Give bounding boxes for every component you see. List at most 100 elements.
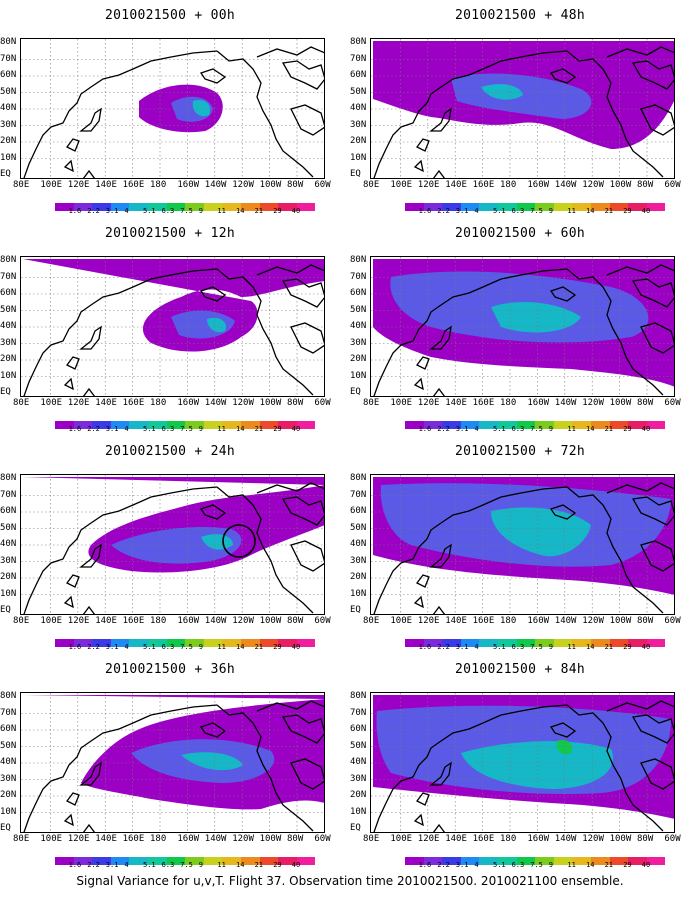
coastline: [66, 356, 80, 370]
longitude-label: 100E: [390, 834, 413, 844]
coastline: [416, 138, 430, 152]
latitude-label: 70N: [350, 489, 367, 500]
latitude-label: 70N: [0, 53, 17, 64]
colorbar-label: 21: [254, 861, 264, 869]
colorbar-label: 9: [198, 861, 204, 869]
colorbar-label: 21: [604, 861, 614, 869]
longitude-label: 100W: [259, 834, 282, 844]
longitude-label: 120W: [232, 616, 254, 626]
longitude-label: 60W: [664, 834, 681, 844]
colorbar-label: 3.1: [455, 861, 469, 869]
longitude-label: 160E: [472, 398, 495, 408]
coastline: [416, 356, 430, 370]
panel-title: 2010021500 + 00h: [104, 8, 236, 23]
longitude-label: 100W: [609, 834, 632, 844]
latitude-label: 40N: [0, 757, 17, 767]
latitude-label: 80N: [0, 37, 17, 47]
colorbar-swatch: [609, 421, 629, 429]
colorbar-swatch: [460, 421, 480, 429]
colorbar-swatch: [203, 203, 223, 211]
longitude-label: 100W: [609, 616, 632, 626]
colorbar-label: 40: [291, 643, 301, 651]
colorbar-swatch: [646, 857, 666, 865]
colorbar-swatch: [259, 421, 279, 429]
longitude-label: 180: [150, 834, 167, 844]
coastline: [549, 504, 577, 520]
colorbar-label: 3.1: [455, 425, 469, 433]
longitude-label: 100E: [390, 398, 413, 408]
shaded-contour: [201, 534, 233, 550]
latitude-label: 80N: [0, 473, 17, 483]
map-plot-area: [20, 692, 325, 833]
colorbar-swatch: [553, 639, 573, 647]
map-panel: 2010021500 + 12h 80N 70N 60N 50N 40N 30N 20N 10N…: [0, 218, 340, 433]
colorbar-swatch: [240, 203, 260, 211]
map-plot-area: [20, 38, 325, 179]
colorbar-swatch: [442, 203, 461, 211]
colorbar-label: 11: [217, 207, 226, 215]
colorbar-swatch: [609, 639, 629, 647]
longitude-label: 120W: [232, 834, 254, 844]
latitude-label: EQ: [0, 605, 11, 615]
colorbar-swatch: [222, 421, 241, 429]
latitude-label: 20N: [350, 790, 367, 800]
colorbar-swatch: [185, 857, 204, 865]
colorbar-swatch: [73, 857, 93, 865]
colorbar-label: 21: [254, 425, 264, 433]
latitude-label: 40N: [350, 539, 367, 549]
longitude-label: 120E: [67, 616, 90, 626]
shaded-contour: [556, 739, 573, 755]
colorbar-label: 14: [586, 425, 595, 433]
map-panel: 2010021500 + 00h 80N 70N 60N 50N 40N 30N 20N 10N…: [0, 0, 340, 215]
colorbar-label: 2.2: [437, 425, 450, 433]
latitude-label: EQ: [350, 387, 361, 397]
latitude-label: 80N: [350, 255, 367, 265]
colorbar-swatch: [296, 421, 316, 429]
shaded-contour: [451, 73, 592, 119]
longitude-label: 120W: [232, 398, 254, 408]
latitude-label: 30N: [350, 119, 367, 130]
longitude-label: 60W: [314, 398, 331, 408]
colorbar-label: 1.6: [68, 643, 82, 651]
colorbar-swatch: [405, 639, 424, 647]
map-plot-area: [20, 474, 325, 615]
latitude-label: EQ: [0, 823, 11, 833]
colorbar-swatch: [129, 203, 148, 211]
longitude-label: 120E: [417, 398, 440, 408]
coastline: [640, 322, 674, 354]
colorbar-label: 40: [291, 207, 301, 215]
latitude-label: 40N: [0, 103, 17, 113]
latitude-label: 30N: [0, 773, 17, 784]
colorbar-swatch: [73, 203, 93, 211]
coastline: [82, 387, 96, 396]
latitude-label: 50N: [0, 86, 17, 97]
colorbar: [405, 196, 666, 215]
latitude-label: 60N: [0, 288, 17, 298]
colorbar-swatch: [553, 857, 573, 865]
colorbar-label: 14: [236, 425, 245, 433]
longitude-label: 80W: [637, 180, 654, 190]
latitude-label: 10N: [350, 370, 367, 381]
colorbar-label: 14: [586, 207, 595, 215]
latitude-label: 50N: [0, 304, 17, 315]
coastline: [373, 268, 568, 396]
colorbar-label: 11: [567, 861, 576, 869]
latitude-label: 10N: [350, 806, 367, 817]
colorbar: [55, 196, 316, 215]
coastline: [606, 46, 674, 58]
latitude-label: 30N: [350, 555, 367, 566]
colorbar-swatch: [203, 421, 223, 429]
colorbar-swatch: [129, 639, 148, 647]
variance-field: [21, 475, 324, 614]
colorbar-swatch: [222, 857, 241, 865]
map-panel: 2010021500 + 72h 80N 70N 60N 50N 40N 30N 20N 10N…: [350, 436, 690, 651]
longitude-label: 100E: [40, 834, 63, 844]
coastline: [432, 169, 446, 178]
longitude-label: 140W: [554, 180, 577, 190]
variance-field: [21, 693, 324, 832]
colorbar-swatch: [535, 421, 554, 429]
colorbar-swatch: [110, 203, 130, 211]
colorbar-label: 1.6: [68, 861, 82, 869]
observation-circle: [222, 524, 256, 558]
latitude-label: 70N: [0, 489, 17, 500]
